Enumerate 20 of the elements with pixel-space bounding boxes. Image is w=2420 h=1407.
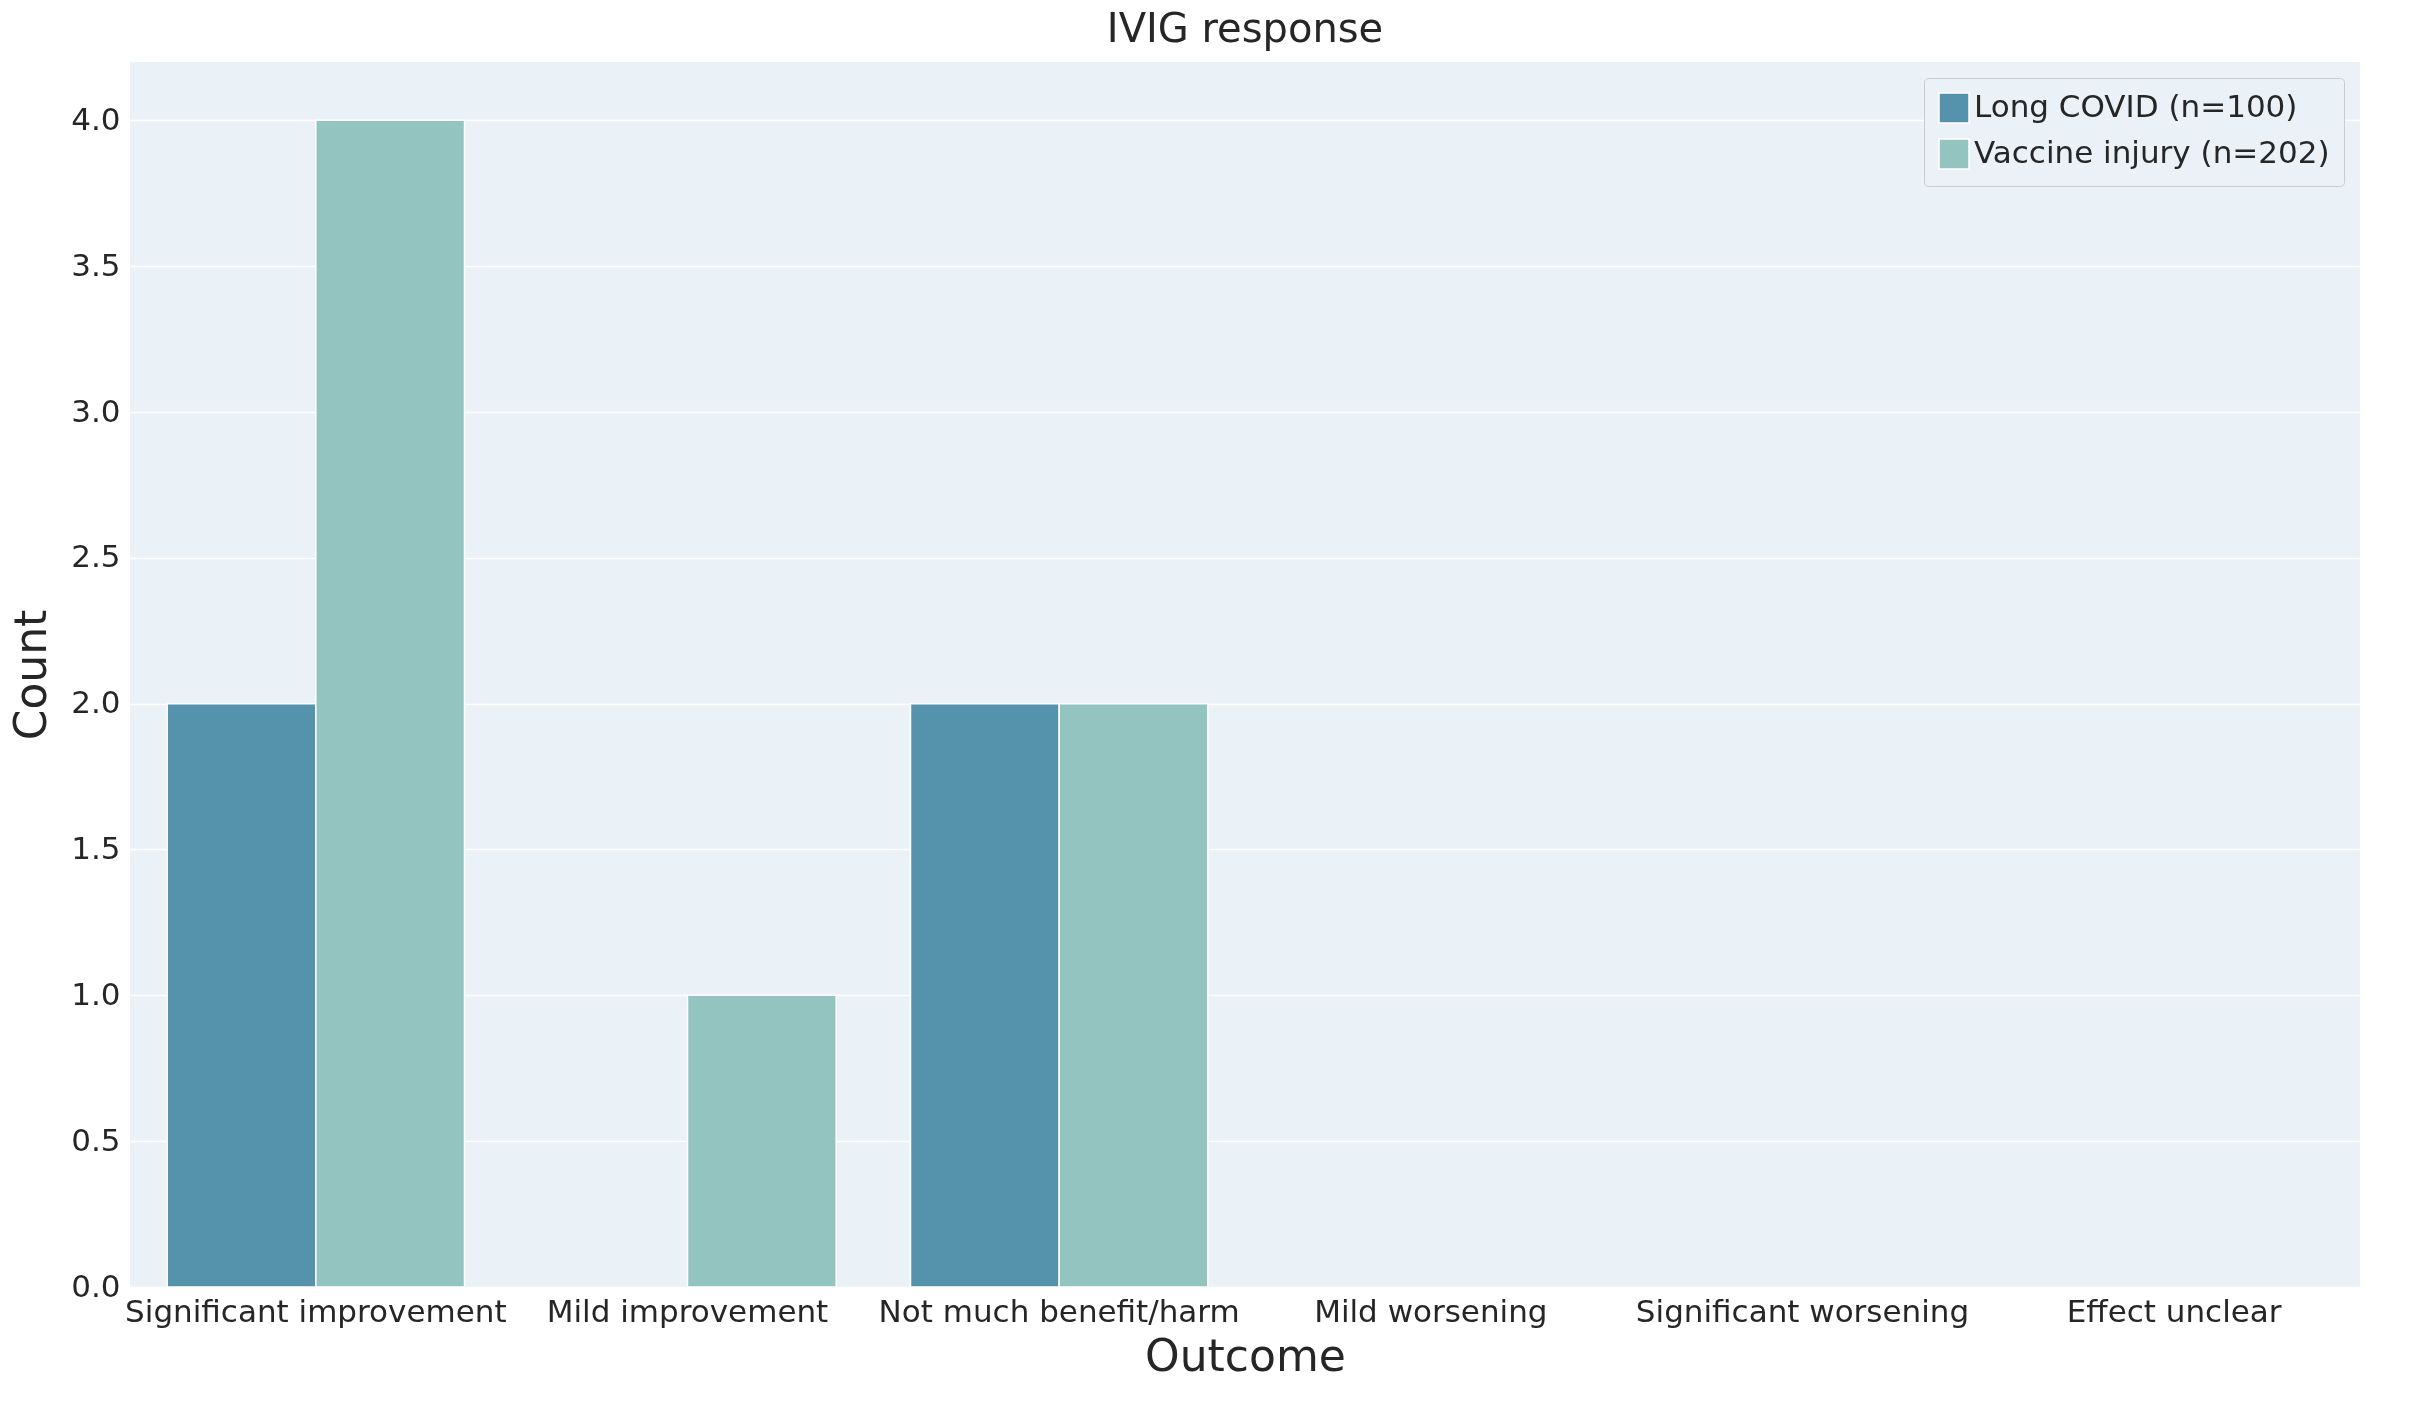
x-axis-title: Outcome <box>1145 1329 1346 1381</box>
y-tick-label: 0.0 <box>71 1267 121 1304</box>
x-tick-label: Mild worsening <box>1314 1292 1548 1329</box>
y-tick-label: 3.0 <box>71 392 121 429</box>
y-tick-label: 2.5 <box>71 538 121 575</box>
y-tick-label: 0.5 <box>71 1121 121 1158</box>
legend-label: Vaccine injury (n=202) <box>1974 134 2330 170</box>
y-tick-label: 3.5 <box>71 246 121 283</box>
y-tick-label: 1.5 <box>71 830 121 866</box>
x-tick-label: Mild improvement <box>546 1292 829 1329</box>
x-tick-label: Effect unclear <box>2066 1292 2282 1329</box>
legend-label: Long COVID (n=100) <box>1974 88 2298 124</box>
chart-title: IVIG response <box>1106 5 1384 51</box>
x-tick-label: Significant worsening <box>1635 1292 1970 1329</box>
y-tick-label: 1.0 <box>71 975 121 1012</box>
x-tick-label: Significant improvement <box>125 1292 507 1329</box>
y-tick-label: 4.0 <box>71 100 121 137</box>
x-tick-label: Not much benefit/harm <box>878 1292 1240 1329</box>
y-tick-label: 2.0 <box>71 684 121 721</box>
y-axis-title: Count <box>5 609 57 741</box>
